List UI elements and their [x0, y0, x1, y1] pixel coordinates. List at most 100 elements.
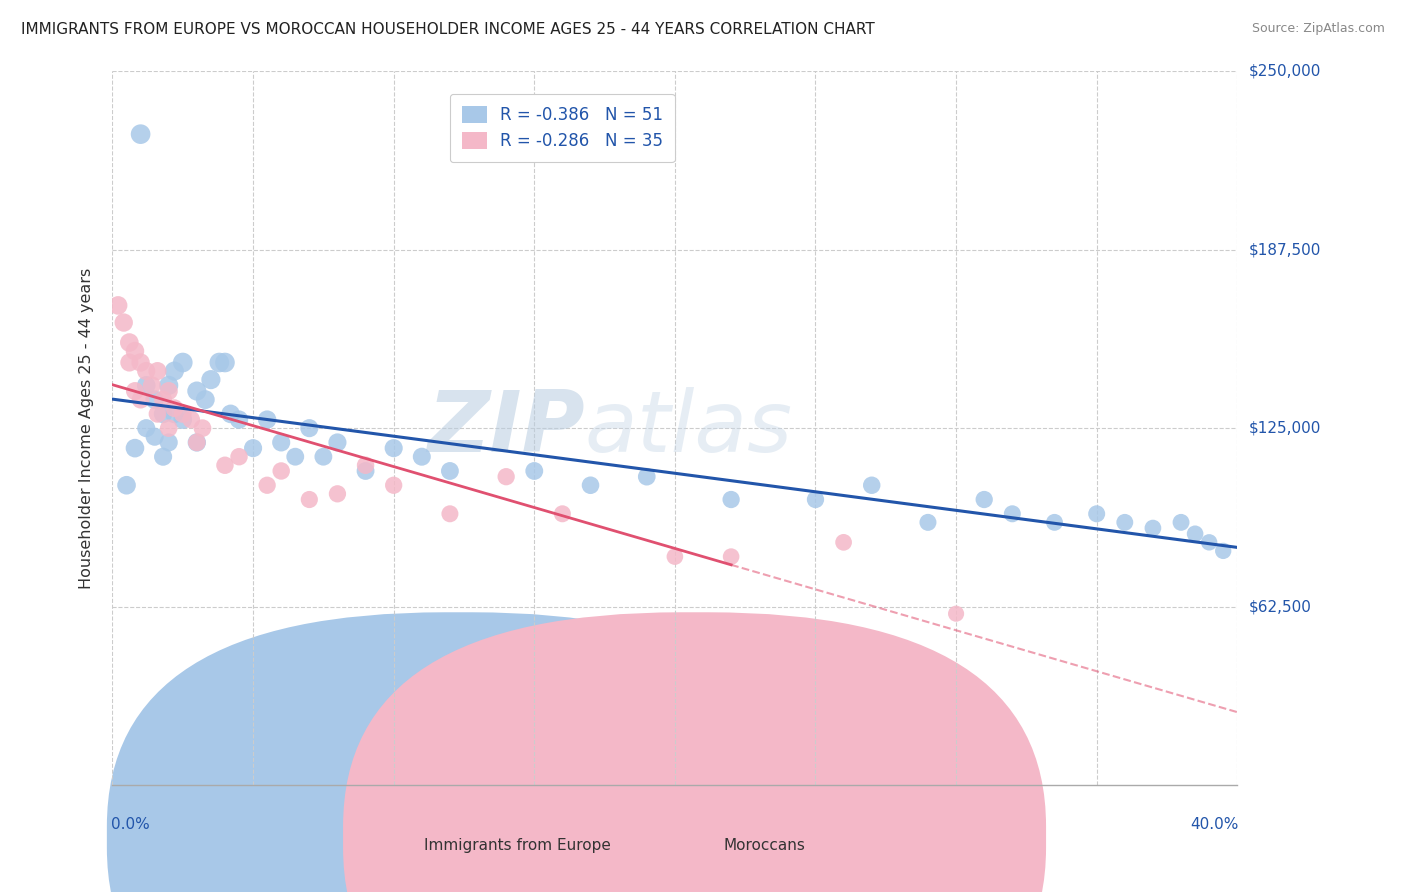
Point	[242, 441, 264, 455]
Point	[152, 407, 174, 421]
Point	[664, 549, 686, 564]
Point	[118, 355, 141, 369]
Text: $187,500: $187,500	[1249, 243, 1320, 257]
Text: 0.0%: 0.0%	[111, 817, 150, 832]
Point	[172, 355, 194, 369]
Point	[157, 435, 180, 450]
Text: Moroccans: Moroccans	[724, 838, 806, 854]
Point	[256, 478, 278, 492]
Point	[115, 478, 138, 492]
Point	[135, 378, 157, 392]
Point	[579, 478, 602, 492]
Point	[186, 384, 208, 398]
Point	[973, 492, 995, 507]
Point	[186, 435, 208, 450]
Point	[495, 469, 517, 483]
Text: $62,500: $62,500	[1249, 599, 1312, 614]
Point	[214, 458, 236, 473]
Point	[439, 507, 461, 521]
Point	[523, 464, 546, 478]
Point	[157, 378, 180, 392]
Point	[326, 435, 349, 450]
Point	[256, 412, 278, 426]
Point	[298, 421, 321, 435]
Text: $250,000: $250,000	[1249, 64, 1320, 78]
Point	[270, 464, 292, 478]
Point	[129, 392, 152, 407]
Point	[135, 421, 157, 435]
Text: Immigrants from Europe: Immigrants from Europe	[425, 838, 610, 854]
Point	[124, 344, 146, 359]
Y-axis label: Householder Income Ages 25 - 44 years: Householder Income Ages 25 - 44 years	[79, 268, 94, 589]
Point	[124, 441, 146, 455]
FancyBboxPatch shape	[107, 612, 810, 892]
Point	[228, 450, 250, 464]
Point	[228, 412, 250, 426]
Point	[1043, 516, 1066, 530]
Point	[152, 450, 174, 464]
Point	[551, 507, 574, 521]
Point	[270, 435, 292, 450]
Point	[219, 407, 242, 421]
Point	[129, 127, 152, 141]
Text: ZIP: ZIP	[427, 386, 585, 470]
Point	[186, 435, 208, 450]
Text: $125,000: $125,000	[1249, 421, 1320, 435]
Point	[194, 392, 217, 407]
Point	[945, 607, 967, 621]
Text: IMMIGRANTS FROM EUROPE VS MOROCCAN HOUSEHOLDER INCOME AGES 25 - 44 YEARS CORRELA: IMMIGRANTS FROM EUROPE VS MOROCCAN HOUSE…	[21, 22, 875, 37]
Point	[157, 384, 180, 398]
Point	[1170, 516, 1192, 530]
Point	[832, 535, 855, 549]
Point	[382, 478, 405, 492]
Point	[284, 450, 307, 464]
Point	[720, 549, 742, 564]
Point	[124, 384, 146, 398]
Point	[112, 316, 135, 330]
Point	[146, 364, 169, 378]
Point	[163, 364, 186, 378]
Point	[191, 421, 214, 435]
Point	[382, 441, 405, 455]
Point	[312, 450, 335, 464]
Point	[163, 407, 186, 421]
Point	[1212, 544, 1234, 558]
Point	[135, 364, 157, 378]
Point	[141, 378, 163, 392]
Point	[208, 355, 231, 369]
Point	[354, 464, 377, 478]
Point	[214, 355, 236, 369]
Point	[152, 392, 174, 407]
FancyBboxPatch shape	[343, 612, 1046, 892]
Point	[1198, 535, 1220, 549]
Point	[1114, 516, 1136, 530]
Legend: R = -0.386   N = 51, R = -0.286   N = 35: R = -0.386 N = 51, R = -0.286 N = 35	[450, 94, 675, 162]
Point	[200, 373, 222, 387]
Point	[143, 392, 166, 407]
Point	[163, 401, 186, 416]
Point	[118, 335, 141, 350]
Point	[1085, 507, 1108, 521]
Point	[804, 492, 827, 507]
Text: Source: ZipAtlas.com: Source: ZipAtlas.com	[1251, 22, 1385, 36]
Point	[180, 412, 202, 426]
Point	[636, 469, 658, 483]
Text: atlas: atlas	[585, 386, 793, 470]
Point	[411, 450, 433, 464]
Point	[326, 487, 349, 501]
Point	[172, 407, 194, 421]
Point	[439, 464, 461, 478]
Point	[298, 492, 321, 507]
Point	[157, 421, 180, 435]
Point	[172, 412, 194, 426]
Point	[129, 355, 152, 369]
Point	[1001, 507, 1024, 521]
Text: 40.0%: 40.0%	[1189, 817, 1239, 832]
Point	[917, 516, 939, 530]
Point	[146, 407, 169, 421]
Point	[1142, 521, 1164, 535]
Point	[720, 492, 742, 507]
Point	[860, 478, 883, 492]
Point	[354, 458, 377, 473]
Point	[107, 298, 129, 312]
